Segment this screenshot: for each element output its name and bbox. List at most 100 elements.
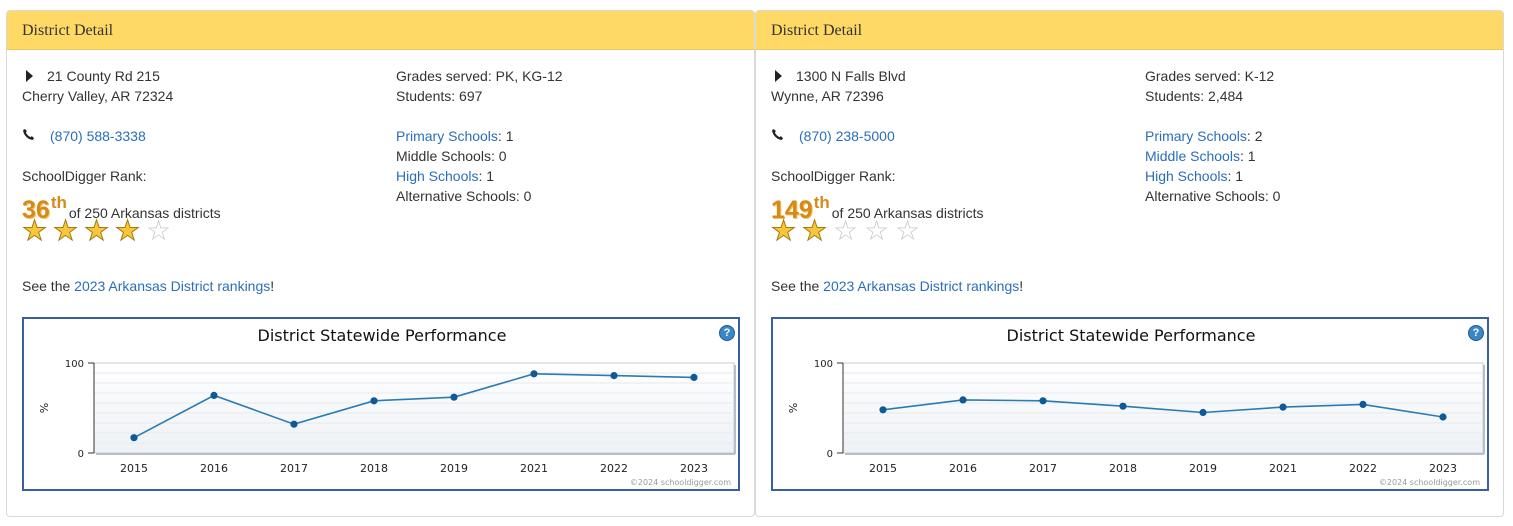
primary-schools-link[interactable]: Primary Schools xyxy=(1145,128,1247,144)
address-line-1: 1300 N Falls Blvd xyxy=(771,66,1131,86)
students-value: 2,484 xyxy=(1208,88,1244,104)
star-filled-icon: ★ xyxy=(22,215,48,246)
chart-copyright: ©2024 schooldigger.com xyxy=(630,478,731,487)
district-info-right: Grades served: K-12 Students: 2,484 Prim… xyxy=(1145,66,1485,206)
x-tick-label: 2015 xyxy=(869,462,897,475)
x-tick-label: 2022 xyxy=(600,462,628,475)
y-axis-label: % xyxy=(38,403,51,413)
x-tick-label: 2023 xyxy=(680,462,708,475)
grades-label: Grades served: xyxy=(1145,68,1241,84)
data-point[interactable] xyxy=(1359,400,1367,408)
high-schools-count: : 1 xyxy=(1227,168,1244,184)
rank-row: 149thof 250 Arkansas districts xyxy=(771,188,1131,224)
phone-link[interactable]: (870) 238-5000 xyxy=(799,128,895,144)
x-tick-label: 2021 xyxy=(1269,462,1297,475)
rankings-row: See the 2023 Arkansas District rankings! xyxy=(771,276,1023,296)
data-point[interactable] xyxy=(210,391,218,399)
caret-right-icon[interactable] xyxy=(775,70,782,82)
y-tick-label: 100 xyxy=(65,359,84,370)
rank-of-text: of 250 Arkansas districts xyxy=(68,205,221,221)
x-tick-label: 2015 xyxy=(120,462,148,475)
panel-heading: District Detail xyxy=(756,11,1503,50)
chart-svg: District Statewide Performance 0 100% 2015 2… xyxy=(38,326,736,487)
data-point[interactable] xyxy=(290,420,298,428)
chart-svg: District Statewide Performance 0 100% 2015 2… xyxy=(787,326,1485,487)
district-info-right: Grades served: PK, KG-12 Students: 697 P… xyxy=(396,66,736,206)
data-point[interactable] xyxy=(1279,403,1287,411)
star-filled-icon: ★ xyxy=(84,215,110,246)
star-empty-icon: ☆ xyxy=(833,215,859,246)
rank-number: 36 xyxy=(22,196,50,224)
alternative-schools-count: : 0 xyxy=(515,188,532,204)
middle-schools-link[interactable]: Middle Schools xyxy=(1145,148,1240,164)
data-point[interactable] xyxy=(530,370,538,378)
y-tick-label: 0 xyxy=(78,449,84,460)
primary-schools-row: Primary Schools: 2 xyxy=(1145,126,1485,146)
star-filled-icon: ★ xyxy=(802,215,828,246)
data-point[interactable] xyxy=(959,396,967,404)
plot-area xyxy=(93,362,735,454)
grades-row: Grades served: PK, KG-12 xyxy=(396,66,736,86)
students-row: Students: 697 xyxy=(396,86,736,106)
data-point[interactable] xyxy=(1039,397,1047,405)
high-schools-link[interactable]: High Schools xyxy=(396,168,479,184)
star-empty-icon: ☆ xyxy=(146,215,172,246)
rankings-link[interactable]: 2023 Arkansas District rankings xyxy=(823,278,1020,294)
primary-schools-count: : 2 xyxy=(1246,128,1263,144)
grades-value: PK, KG-12 xyxy=(495,68,563,84)
address-city: Wynne, AR 72396 xyxy=(771,88,884,104)
high-schools-row: High Schools: 1 xyxy=(1145,166,1485,186)
primary-schools-link[interactable]: Primary Schools xyxy=(396,128,498,144)
high-schools-link[interactable]: High Schools xyxy=(1145,168,1228,184)
district-detail-panel: District Detail 1300 N Falls Blvd Wynne,… xyxy=(755,10,1504,517)
data-point[interactable] xyxy=(879,406,887,414)
data-point[interactable] xyxy=(690,373,698,381)
address-line-1: 21 County Rd 215 xyxy=(22,66,382,86)
rank-label: SchoolDigger Rank: xyxy=(771,168,896,184)
phone-icon xyxy=(22,126,36,146)
address-street: 21 County Rd 215 xyxy=(47,68,160,84)
data-point[interactable] xyxy=(450,393,458,401)
x-tick-label: 2017 xyxy=(280,462,308,475)
rankings-row: See the 2023 Arkansas District rankings! xyxy=(22,276,274,296)
rank-of-text: of 250 Arkansas districts xyxy=(831,205,984,221)
middle-schools-row: Middle Schools: 0 xyxy=(396,146,736,166)
y-tick-label: 100 xyxy=(814,359,833,370)
data-point[interactable] xyxy=(1439,413,1447,421)
address-street: 1300 N Falls Blvd xyxy=(796,68,906,84)
students-label: Students: xyxy=(1145,88,1205,104)
alternative-schools-row: Alternative Schools: 0 xyxy=(1145,186,1485,206)
students-label: Students: xyxy=(396,88,456,104)
star-filled-icon: ★ xyxy=(115,215,141,246)
x-tick-label: 2019 xyxy=(1189,462,1217,475)
rankings-prefix: See the xyxy=(22,278,75,294)
data-point[interactable] xyxy=(130,434,138,442)
district-info-left: 21 County Rd 215 Cherry Valley, AR 72324… xyxy=(22,66,382,248)
rankings-link[interactable]: 2023 Arkansas District rankings xyxy=(74,278,271,294)
district-info-left: 1300 N Falls Blvd Wynne, AR 72396 (870) … xyxy=(771,66,1131,248)
help-icon[interactable]: ? xyxy=(719,325,735,341)
y-tick-label: 0 xyxy=(827,449,833,460)
middle-schools-label: Middle Schools xyxy=(396,148,491,164)
rank-row: 36thof 250 Arkansas districts xyxy=(22,188,382,224)
help-icon[interactable]: ? xyxy=(1468,325,1484,341)
star-rating: ★ ★ ★ ★ ☆ xyxy=(22,215,382,248)
phone-icon xyxy=(771,126,785,146)
middle-schools-count: : 1 xyxy=(1239,148,1256,164)
rank-label: SchoolDigger Rank: xyxy=(22,168,147,184)
primary-schools-count: : 1 xyxy=(497,128,514,144)
data-point[interactable] xyxy=(1119,402,1127,410)
y-axis-label: % xyxy=(787,403,800,413)
alternative-schools-row: Alternative Schools: 0 xyxy=(396,186,736,206)
series-line xyxy=(133,372,695,439)
data-point[interactable] xyxy=(610,372,618,380)
star-empty-icon: ☆ xyxy=(895,215,921,246)
grades-label: Grades served: xyxy=(396,68,492,84)
caret-right-icon[interactable] xyxy=(26,70,33,82)
data-point[interactable] xyxy=(1199,408,1207,417)
phone-link[interactable]: (870) 588-3338 xyxy=(50,128,146,144)
phone-row: (870) 238-5000 xyxy=(771,126,1131,146)
district-detail-panel: District Detail 21 County Rd 215 Cherry … xyxy=(6,10,755,517)
performance-chart: District Statewide Performance 0 100% 2015 2… xyxy=(771,317,1489,491)
data-point[interactable] xyxy=(370,397,378,405)
